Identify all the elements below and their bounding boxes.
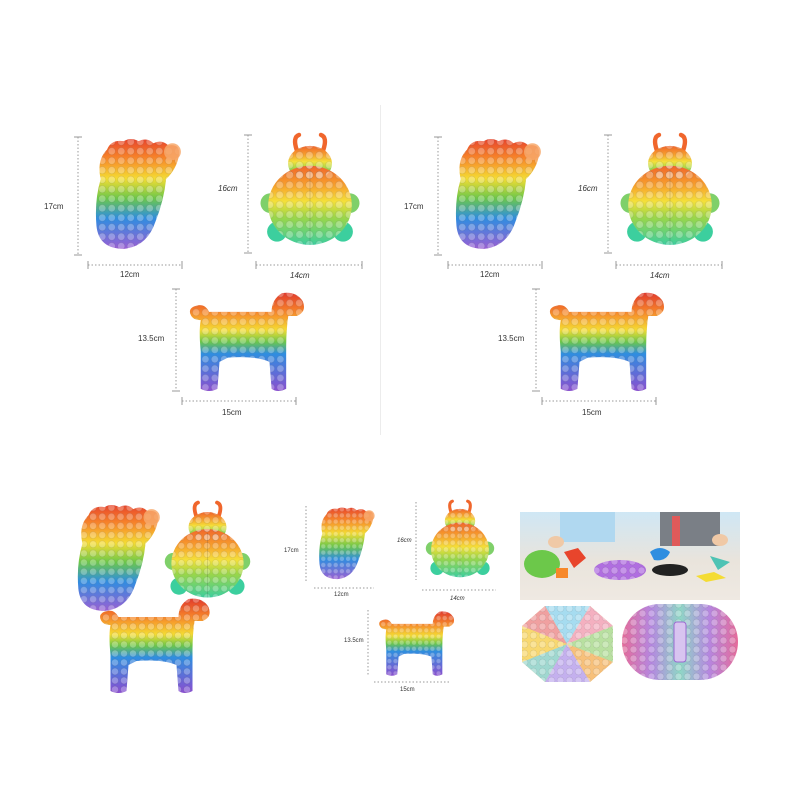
dog-height-label: 13.5cm xyxy=(138,334,165,343)
foot-figure: 17cm 12cm xyxy=(284,506,375,598)
foot-width-label: 12cm xyxy=(334,592,349,598)
dog-figure: 13.5cm 15cm xyxy=(138,288,305,417)
ladybug-figure: 16cm 14cm xyxy=(218,135,363,280)
oval-board-photo xyxy=(620,600,740,684)
ladybug-height-label: 16cm xyxy=(397,538,412,544)
dog-width-label: 15cm xyxy=(222,408,242,417)
size-chart-panel-small: 17cm 12cm 16cm 14cm 13.5cm 15cm xyxy=(284,499,496,693)
product-group-panel xyxy=(77,500,253,693)
panel-divider xyxy=(380,105,381,435)
dog-figure: 13.5cm 15cm xyxy=(344,610,455,693)
foot-width-label: 12cm xyxy=(120,270,140,279)
dog-shape xyxy=(100,598,210,693)
ladybug-width-label: 14cm xyxy=(650,271,670,280)
ladybug-figure: 16cm 14cm xyxy=(397,499,496,602)
dog-height-label: 13.5cm xyxy=(498,334,525,343)
foot-figure: 17cm 12cm xyxy=(44,136,183,279)
foot-height-label: 17cm xyxy=(404,202,424,211)
ladybug-width-label: 14cm xyxy=(450,596,465,602)
dog-width-label: 15cm xyxy=(400,687,415,693)
size-chart-panel: 17cm 12cm 16cm 14cm 13.5cm 15cm xyxy=(44,105,363,417)
kids-playing-illustration xyxy=(524,512,730,582)
dog-width-label: 15cm xyxy=(582,408,602,417)
octagon-board-photo xyxy=(520,604,615,684)
size-chart-panel: 17cm 12cm 16cm 14cm 13.5cm 15cm xyxy=(404,105,723,417)
ladybug-height-label: 16cm xyxy=(578,184,598,193)
ladybug-width-label: 14cm xyxy=(290,271,310,280)
ladybug-figure: 16cm 14cm xyxy=(578,135,723,280)
foot-figure: 17cm 12cm xyxy=(404,136,543,279)
foot-width-label: 12cm xyxy=(480,270,500,279)
ladybug-shape xyxy=(162,500,253,600)
dog-figure: 13.5cm 15cm xyxy=(498,288,665,417)
dog-height-label: 13.5cm xyxy=(344,638,364,644)
lifestyle-photo xyxy=(520,512,740,600)
foot-shape xyxy=(77,505,160,611)
ladybug-height-label: 16cm xyxy=(218,184,238,193)
foot-height-label: 17cm xyxy=(284,548,299,554)
foot-height-label: 17cm xyxy=(44,202,64,211)
